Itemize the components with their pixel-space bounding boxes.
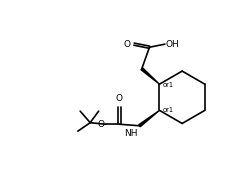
Text: or1: or1	[162, 107, 173, 113]
Text: O: O	[124, 40, 130, 49]
Text: OH: OH	[165, 40, 179, 49]
Text: O: O	[116, 94, 122, 103]
Polygon shape	[140, 68, 159, 84]
Polygon shape	[138, 110, 159, 127]
Text: NH: NH	[124, 129, 137, 138]
Text: O: O	[98, 120, 104, 129]
Text: or1: or1	[162, 82, 173, 88]
